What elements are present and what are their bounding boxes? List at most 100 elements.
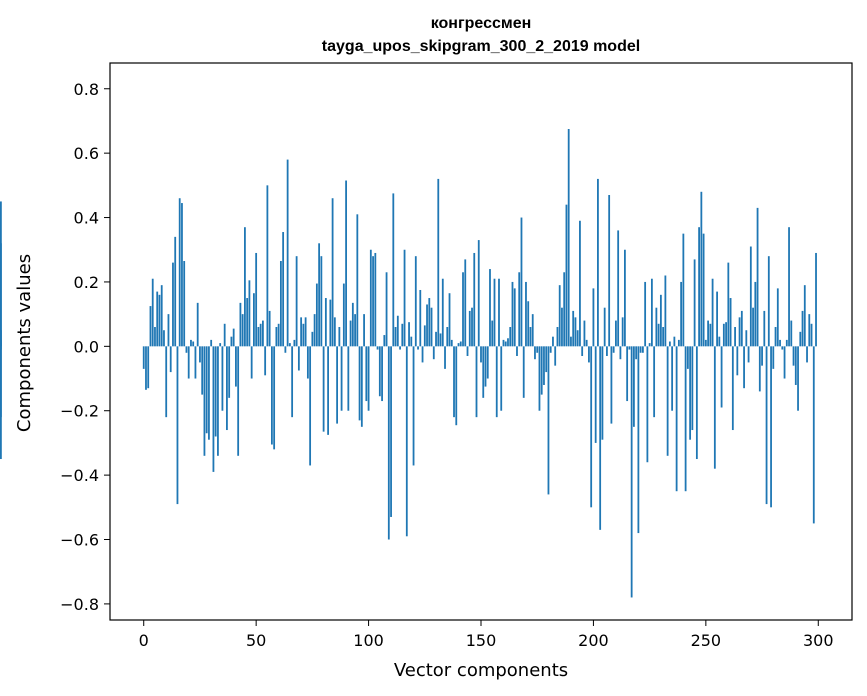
bar-126 [426,304,428,347]
plot-frame [109,62,853,621]
bar-134 [444,346,446,369]
bar-59 [275,327,278,347]
bar-57 [270,346,273,445]
bar-173 [531,314,534,347]
bar-192 [574,317,577,347]
bar-168 [520,217,523,347]
bar-193 [576,330,579,347]
bars-group [0,129,817,598]
bar-125 [423,325,426,347]
bar-275 [761,346,763,366]
bar-167 [518,272,521,347]
bar-83 [329,299,332,347]
bar-68 [295,256,298,347]
bar-200 [592,288,595,347]
bar-7 [158,294,161,347]
bar-254 [713,346,716,469]
bar-190 [570,336,572,347]
bar-56 [268,310,271,347]
bar-244 [691,346,694,431]
bar-88 [340,346,343,411]
bar-289 [792,346,795,366]
bar-177 [540,346,543,395]
y-tick-label: −0.8 [60,595,99,614]
x-axis-ticks: 0 50 100 150 200 250 300 [139,620,834,650]
bar-157 [495,346,498,418]
bar-140 [457,343,460,347]
bar-93 [351,302,354,347]
bar-306 [0,346,2,350]
bar-102 [372,256,374,347]
bar-166 [516,346,518,356]
bar-264 [736,346,739,376]
bar-27 [203,346,206,456]
bar-273 [756,207,759,347]
bar-41 [235,346,237,387]
bar-267 [743,346,745,389]
bar-100 [367,346,370,411]
bar-91 [347,346,350,411]
bar-21 [190,339,192,347]
bar-81 [324,298,327,347]
bar-146 [471,307,473,347]
x-tick-label: 150 [466,631,497,650]
bar-233 [666,346,669,456]
bar-153 [486,346,489,379]
bar-253 [711,278,714,347]
bar-101 [369,249,372,347]
bar-131 [437,178,440,347]
bar-17 [181,203,183,347]
y-tick-label: 0.2 [74,273,99,292]
bar-162 [507,338,509,347]
bar-62 [282,232,285,347]
bar-32 [214,346,217,437]
bar-65 [288,343,291,347]
bar-150 [480,346,482,363]
bar-5 [154,327,156,347]
bar-45 [244,227,246,347]
bar-109 [387,346,390,540]
bar-135 [446,327,449,347]
bar-184 [556,327,559,347]
bar-144 [466,346,469,356]
y-tick-label: −0.2 [60,402,99,421]
bar-296 [808,314,811,347]
bar-106 [381,346,383,402]
bar-232 [664,275,667,347]
bar-15 [176,346,179,505]
bar-6 [156,291,159,347]
bar-37 [226,346,228,431]
bar-16 [178,198,181,347]
bar-228 [655,307,658,347]
bar-174 [534,346,536,360]
bar-73 [306,346,309,379]
bar-238 [677,339,680,347]
bar-265 [738,317,741,347]
bar-255 [716,291,718,347]
bar-235 [671,346,674,411]
bar-237 [675,346,678,492]
bar-99 [365,346,368,402]
bar-103 [374,252,377,347]
bar-164 [511,281,514,347]
bar-231 [662,327,665,347]
bar-241 [684,346,687,492]
bar-277 [765,346,768,505]
bar-271 [752,307,754,347]
bar-0 [142,346,145,369]
bar-28 [205,346,208,434]
bar-70 [300,317,303,347]
bar-98 [363,314,365,347]
bar-61 [279,261,282,347]
bar-248 [700,191,703,347]
bar-239 [680,281,683,347]
bar-149 [477,240,480,347]
bar-274 [758,346,761,392]
bar-137 [450,339,453,347]
y-tick-label: −0.6 [60,531,99,550]
bar-236 [673,336,676,347]
bar-257 [720,346,723,408]
bar-194 [579,220,581,347]
bar-128 [430,307,433,347]
y-tick-label: 0.6 [74,144,99,163]
